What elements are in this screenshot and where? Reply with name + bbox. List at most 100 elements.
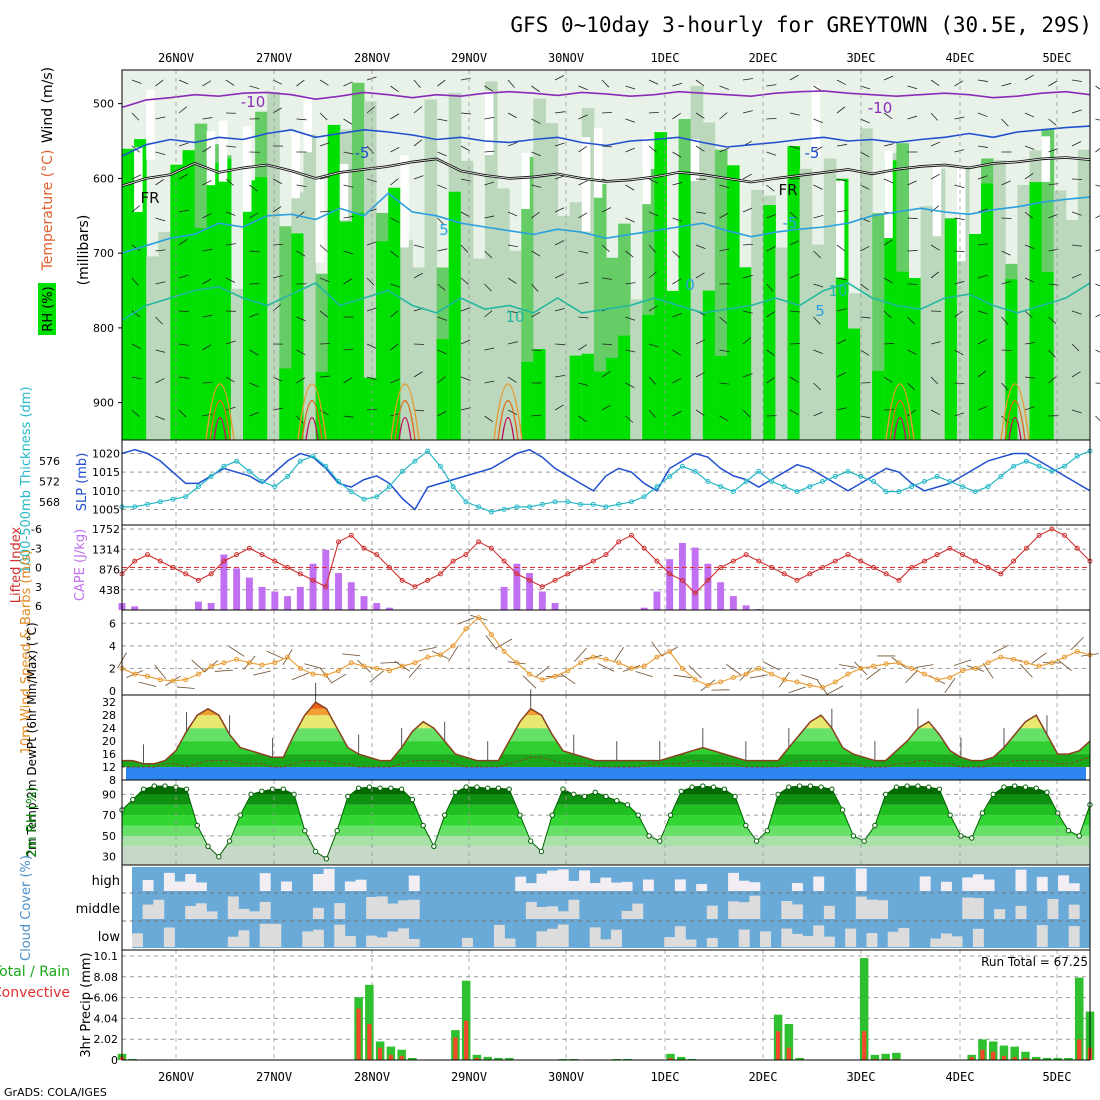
precip-convective-bar (862, 1031, 867, 1060)
wind-speed-point (654, 654, 660, 660)
precip-convective-bar (474, 1057, 480, 1060)
wind-barb (460, 145, 470, 152)
wind-barb (695, 409, 705, 416)
rh-band (1053, 190, 1067, 440)
rh-dry-patch (243, 126, 252, 212)
wind-barb (460, 307, 471, 312)
wind-barb (319, 277, 330, 283)
wind-barb (930, 173, 940, 180)
precip-convective-bar (969, 1056, 974, 1060)
thickness-point (1049, 468, 1055, 474)
cloud-cell (621, 910, 633, 919)
wind-barb (625, 349, 636, 353)
wind-speed-point (832, 679, 838, 685)
temp-line (122, 701, 1091, 765)
wind-speed-point (820, 685, 826, 691)
rh-point (1065, 828, 1072, 834)
wind-barb (672, 349, 682, 356)
cape-bar (309, 563, 317, 610)
wind-speed-point (781, 677, 787, 683)
wind-barb (202, 117, 213, 120)
cloud-cell (813, 925, 825, 947)
precip-total-bar (461, 980, 471, 1060)
lifted-index-point (412, 584, 418, 590)
wind-barb (343, 81, 353, 87)
cloud-cell (174, 881, 186, 891)
cloud-cell (589, 927, 601, 947)
wind-barb (601, 244, 610, 252)
cloud-axis-label: Cloud Cover (%) (19, 855, 34, 961)
wind-barb-10m (369, 670, 384, 683)
precip-total-bar (784, 1023, 794, 1060)
wind-barb (155, 281, 166, 285)
wind-speed-point (259, 662, 265, 668)
rh-band (860, 128, 873, 440)
cloud-cell (206, 911, 218, 919)
thickness-point (972, 489, 978, 495)
cape-bar (347, 582, 355, 610)
cape-bar (322, 549, 330, 610)
cape-bar (551, 603, 559, 610)
wind-barb (672, 217, 683, 222)
contour-label: -10 (241, 93, 266, 111)
rh-dry-patch (146, 89, 155, 160)
rh-dry-patch (206, 131, 216, 186)
lifted-index-point (896, 577, 902, 583)
precip-total-bar (870, 1054, 880, 1060)
wind-barb (202, 248, 213, 252)
wind-barb (860, 349, 870, 356)
wind-barb (437, 151, 447, 157)
cape-bar (640, 607, 648, 610)
wind-barb (249, 184, 258, 192)
warm-contour (501, 417, 515, 441)
rh-point (377, 785, 383, 791)
wind-barb (1024, 406, 1035, 411)
warm-contour (394, 400, 416, 441)
thickness-tick: 576 (39, 455, 60, 468)
thickness-point (374, 494, 380, 500)
wind-barb (178, 343, 189, 346)
precip-convective-bar (1077, 1039, 1082, 1060)
wind-barb (672, 151, 682, 158)
wind-barb (977, 79, 988, 82)
cape-bar (233, 568, 241, 610)
rh-point (1044, 789, 1050, 796)
thickness-point (565, 499, 571, 505)
wind-speed-point (1011, 656, 1017, 662)
cloud-cell (760, 931, 771, 947)
rh-band (400, 239, 413, 440)
wind-barb (695, 272, 705, 279)
wind-barb (1095, 382, 1100, 384)
cloud-cell (259, 901, 271, 919)
wind-barb (1071, 211, 1082, 216)
wind-barb (437, 248, 448, 252)
wind-barb (1071, 371, 1081, 378)
cloud-cell (195, 903, 207, 919)
temp-tick: 20 (102, 735, 116, 748)
cloud-cell (163, 872, 175, 891)
wind-barb (719, 382, 730, 385)
lifted-index-point (832, 558, 838, 564)
cloud-cell (749, 882, 761, 891)
cloud-cell (962, 897, 974, 919)
wind-barb (625, 250, 634, 258)
rh-band (799, 168, 813, 440)
wind-barb (484, 85, 494, 92)
cloud-cell (781, 928, 793, 947)
wind-barb (249, 212, 259, 219)
thickness-point (769, 479, 775, 484)
wind-barb (155, 316, 163, 325)
wind-barb (531, 250, 541, 257)
wind-barb-10m (253, 670, 271, 676)
lifted-index-point (234, 552, 240, 558)
wind-barb (554, 343, 566, 346)
thickness-point (832, 473, 838, 479)
wind-speed-point (692, 677, 698, 683)
lifted-index-point (1074, 545, 1080, 551)
cloud-cell (738, 880, 750, 891)
top-date-3DEC: 3DEC (847, 51, 876, 65)
lifted-index-point (1049, 526, 1055, 532)
thickness-tick: 572 (39, 476, 60, 489)
wind-barb (319, 210, 330, 213)
wind-barb (131, 343, 142, 349)
